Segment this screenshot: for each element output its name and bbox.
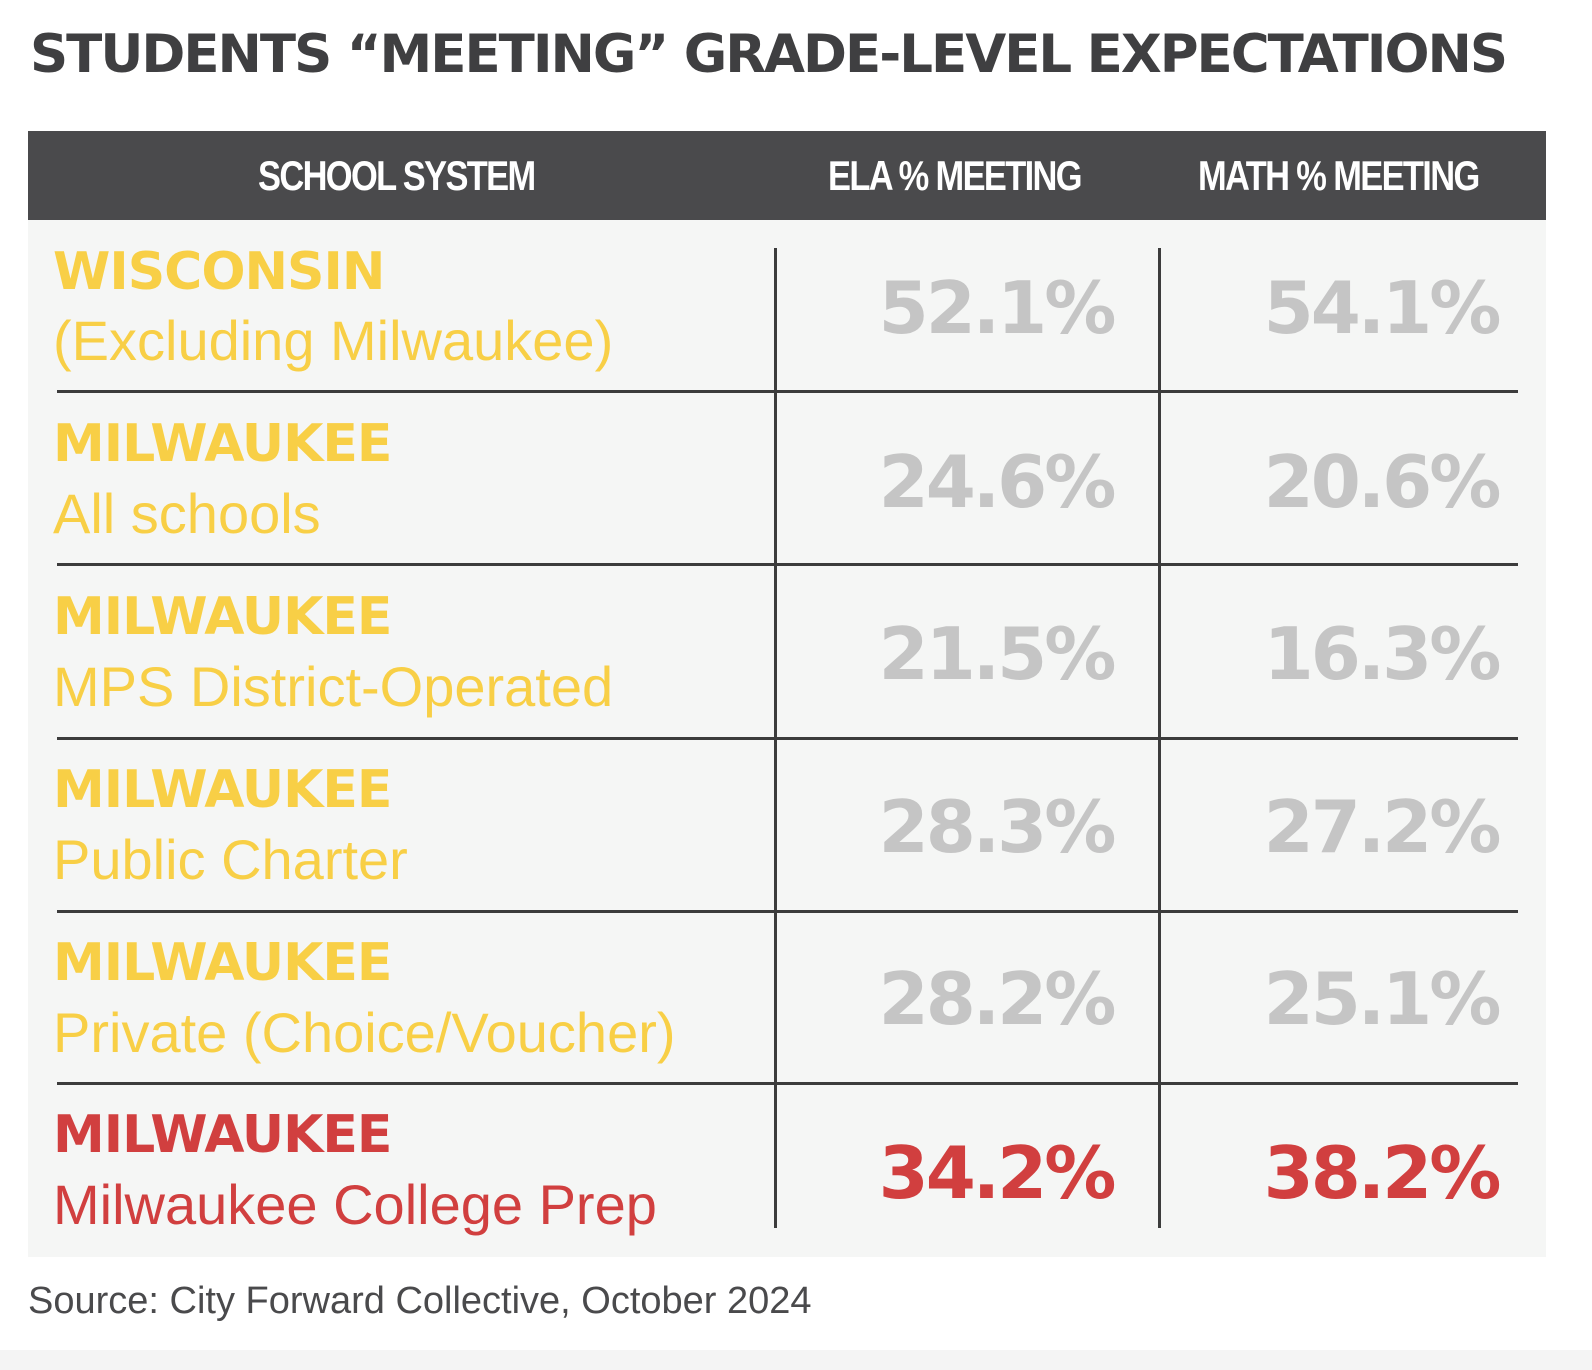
row-rule bbox=[57, 1082, 1518, 1085]
math-value: 25.1% bbox=[1263, 957, 1502, 1041]
table-body: WISCONSIN (Excluding Milwaukee) 52.1% 54… bbox=[28, 220, 1546, 1257]
chart-title: STUDENTS “MEETING” GRADE-LEVEL EXPECTATI… bbox=[30, 24, 1508, 85]
system-name: MILWAUKEE bbox=[53, 414, 392, 474]
math-value: 54.1% bbox=[1263, 266, 1502, 350]
table-header: SCHOOL SYSTEM ELA % MEETING MATH % MEETI… bbox=[28, 131, 1546, 220]
row-rule bbox=[57, 910, 1518, 913]
row-rule bbox=[57, 390, 1518, 393]
row-rule bbox=[57, 737, 1518, 740]
row-rule bbox=[57, 563, 1518, 566]
system-subtitle: MPS District-Operated bbox=[53, 655, 614, 718]
system-subtitle: Milwaukee College Prep bbox=[53, 1173, 657, 1236]
system-subtitle: All schools bbox=[53, 482, 321, 545]
ela-value: 28.3% bbox=[878, 785, 1117, 869]
system-name: MILWAUKEE bbox=[53, 933, 392, 993]
math-value: 27.2% bbox=[1263, 785, 1502, 869]
system-subtitle: (Excluding Milwaukee) bbox=[53, 309, 614, 372]
system-name: WISCONSIN bbox=[53, 242, 385, 302]
ela-value: 28.2% bbox=[878, 957, 1117, 1041]
math-value: 20.6% bbox=[1263, 440, 1502, 524]
column-header-math: MATH % MEETING bbox=[1198, 152, 1480, 199]
system-name: MILWAUKEE bbox=[53, 1105, 392, 1165]
column-header-school-system: SCHOOL SYSTEM bbox=[258, 152, 536, 199]
math-value: 16.3% bbox=[1263, 612, 1502, 696]
system-name: MILWAUKEE bbox=[53, 587, 392, 647]
column-header-ela: ELA % MEETING bbox=[828, 152, 1083, 199]
ela-value: 24.6% bbox=[878, 440, 1117, 524]
ela-value: 21.5% bbox=[878, 612, 1117, 696]
ela-value: 52.1% bbox=[878, 266, 1117, 350]
source-note: Source: City Forward Collective, October… bbox=[28, 1280, 812, 1322]
ela-value: 34.2% bbox=[878, 1131, 1117, 1215]
system-subtitle: Public Charter bbox=[53, 828, 408, 891]
system-subtitle: Private (Choice/Voucher) bbox=[53, 1001, 676, 1064]
math-value: 38.2% bbox=[1263, 1131, 1502, 1215]
bottom-band bbox=[0, 1350, 1592, 1370]
system-name: MILWAUKEE bbox=[53, 760, 392, 820]
